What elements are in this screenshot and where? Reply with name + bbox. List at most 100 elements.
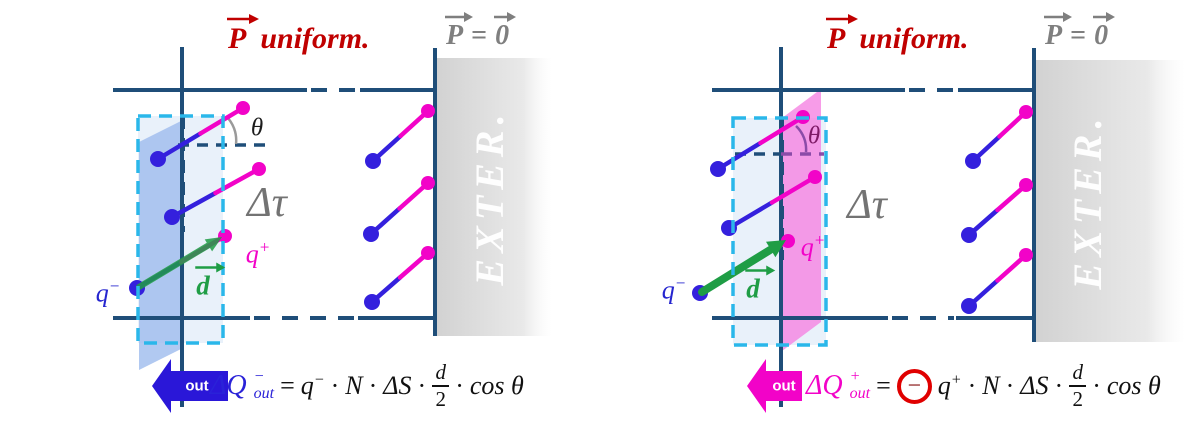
out-arrow-text-left: out xyxy=(185,377,209,395)
delta-q-supsub: − out xyxy=(253,368,275,403)
title-p-uniform-left: P uniform. xyxy=(227,14,370,55)
equals-sign: = xyxy=(471,20,488,51)
q-symbol: q xyxy=(95,278,109,308)
q-term: q+ xyxy=(938,371,962,401)
cos-theta-term: cos θ xyxy=(1106,371,1161,400)
title-p-uniform-right: P uniform. xyxy=(826,14,969,55)
sub-out: out xyxy=(849,385,871,402)
volume-label-left: Δτ xyxy=(247,180,287,226)
circled-minus-sign: − xyxy=(896,368,932,404)
vector-arrow-icon xyxy=(227,14,259,24)
vector-arrow-icon xyxy=(826,14,858,24)
vector-arrow-icon xyxy=(1093,12,1116,22)
sup-sign: − xyxy=(253,368,265,386)
q-symbol: q xyxy=(661,275,675,305)
volume-element-box-left xyxy=(136,114,225,345)
cos-theta-term: cos θ xyxy=(469,371,524,400)
dot-operator: · xyxy=(417,371,427,400)
fraction-numerator: d xyxy=(1072,360,1083,384)
q-term: q− xyxy=(301,371,325,401)
swept-slab-left xyxy=(139,120,183,370)
q-symbol: q xyxy=(300,371,314,400)
minus-sup: − xyxy=(108,276,121,296)
out-arrow-right xyxy=(747,359,802,413)
delta-s-symbol: ΔS xyxy=(383,371,412,400)
dot-operator: · xyxy=(967,371,977,400)
plus-sup: + xyxy=(258,237,271,257)
out-arrow-text-right: out xyxy=(772,377,796,395)
displacement-arrow-right xyxy=(698,240,786,296)
p-zero-label-left: P = 0 xyxy=(445,12,517,51)
d-symbol: d xyxy=(196,270,210,301)
dot-operator: · xyxy=(1054,371,1064,400)
theta-label-right: θ xyxy=(807,122,821,150)
n-symbol: N xyxy=(345,371,363,400)
dot-operator: · xyxy=(330,371,340,400)
delta-q-supsub: + out xyxy=(849,368,871,403)
d-vector-right: d xyxy=(745,265,776,304)
q-sign: − xyxy=(313,371,325,389)
p-symbol: P xyxy=(827,22,846,55)
q-symbol: q xyxy=(800,232,814,262)
vector-arrow-icon xyxy=(494,12,517,22)
vector-arrow-icon xyxy=(445,12,473,22)
q-sign: + xyxy=(950,371,962,389)
q-symbol: q xyxy=(937,371,951,400)
exterior-region-right xyxy=(1036,60,1185,342)
exterior-label-left: EXTER. xyxy=(467,108,512,286)
fraction-numerator: d xyxy=(435,360,446,384)
zero-vector-left: 0 xyxy=(494,12,517,51)
theta-arc-right xyxy=(795,125,808,153)
fraction-bar xyxy=(1069,385,1087,387)
fraction-denominator: 2 xyxy=(435,387,446,411)
q-minus-label-left: q− xyxy=(96,278,120,307)
theta-label-left: θ xyxy=(250,114,264,142)
dot-operator: · xyxy=(455,371,464,400)
sub-out: out xyxy=(253,385,275,402)
fraction-bar xyxy=(432,385,450,387)
volume-element-box-right xyxy=(731,116,828,347)
d-vector-label-right: d xyxy=(745,265,776,304)
q-plus-label-right: q+ xyxy=(801,232,825,261)
vector-arrow-icon xyxy=(1044,12,1072,22)
zero-vector-right: 0 xyxy=(1093,12,1116,51)
d-vector-left: d xyxy=(195,262,226,301)
uniform-label: uniform. xyxy=(859,22,969,55)
p-symbol: P xyxy=(446,20,464,51)
flux-formula-right: ΔQ + out = − q+ · N · ΔS · d 2 · cos θ xyxy=(806,360,1161,412)
plus-sup: + xyxy=(813,230,826,250)
sup-sign: + xyxy=(849,368,861,386)
p-symbol: P xyxy=(1045,20,1063,51)
delta-q-symbol: ΔQ xyxy=(806,370,843,401)
q-plus-label-left: q+ xyxy=(246,239,270,268)
p-vector-right: P xyxy=(826,14,858,55)
volume-label-right: Δτ xyxy=(847,182,887,228)
out-arrow-left xyxy=(152,359,228,413)
p-vector-zero-right: P xyxy=(1044,12,1072,51)
d-over-2-fraction: d 2 xyxy=(432,360,450,411)
p-vector-left: P xyxy=(227,14,259,55)
q-symbol: q xyxy=(245,239,259,269)
theta-arc-left xyxy=(225,115,238,145)
dot-operator: · xyxy=(1092,371,1101,400)
d-over-2-fraction: d 2 xyxy=(1069,360,1087,411)
delta-q-symbol: ΔQ xyxy=(210,370,247,401)
dot-operator: · xyxy=(1005,371,1015,400)
fraction-denominator: 2 xyxy=(1072,387,1083,411)
flux-formula-left: ΔQ − out = q− · N · ΔS · d 2 · cos θ xyxy=(210,360,524,412)
equals-sign: = xyxy=(876,371,891,400)
zero-symbol: 0 xyxy=(495,20,510,51)
uniform-label: uniform. xyxy=(260,22,370,55)
equals-sign: = xyxy=(280,371,295,400)
n-symbol: N xyxy=(982,371,1000,400)
minus-sup: − xyxy=(674,273,687,293)
delta-s-symbol: ΔS xyxy=(1020,371,1049,400)
vector-arrow-icon xyxy=(745,265,776,276)
p-symbol: P xyxy=(228,22,247,55)
d-vector-label-left: d xyxy=(195,262,226,301)
p-vector-zero-left: P xyxy=(445,12,473,51)
zero-symbol: 0 xyxy=(1094,20,1109,51)
d-symbol: d xyxy=(746,273,760,304)
